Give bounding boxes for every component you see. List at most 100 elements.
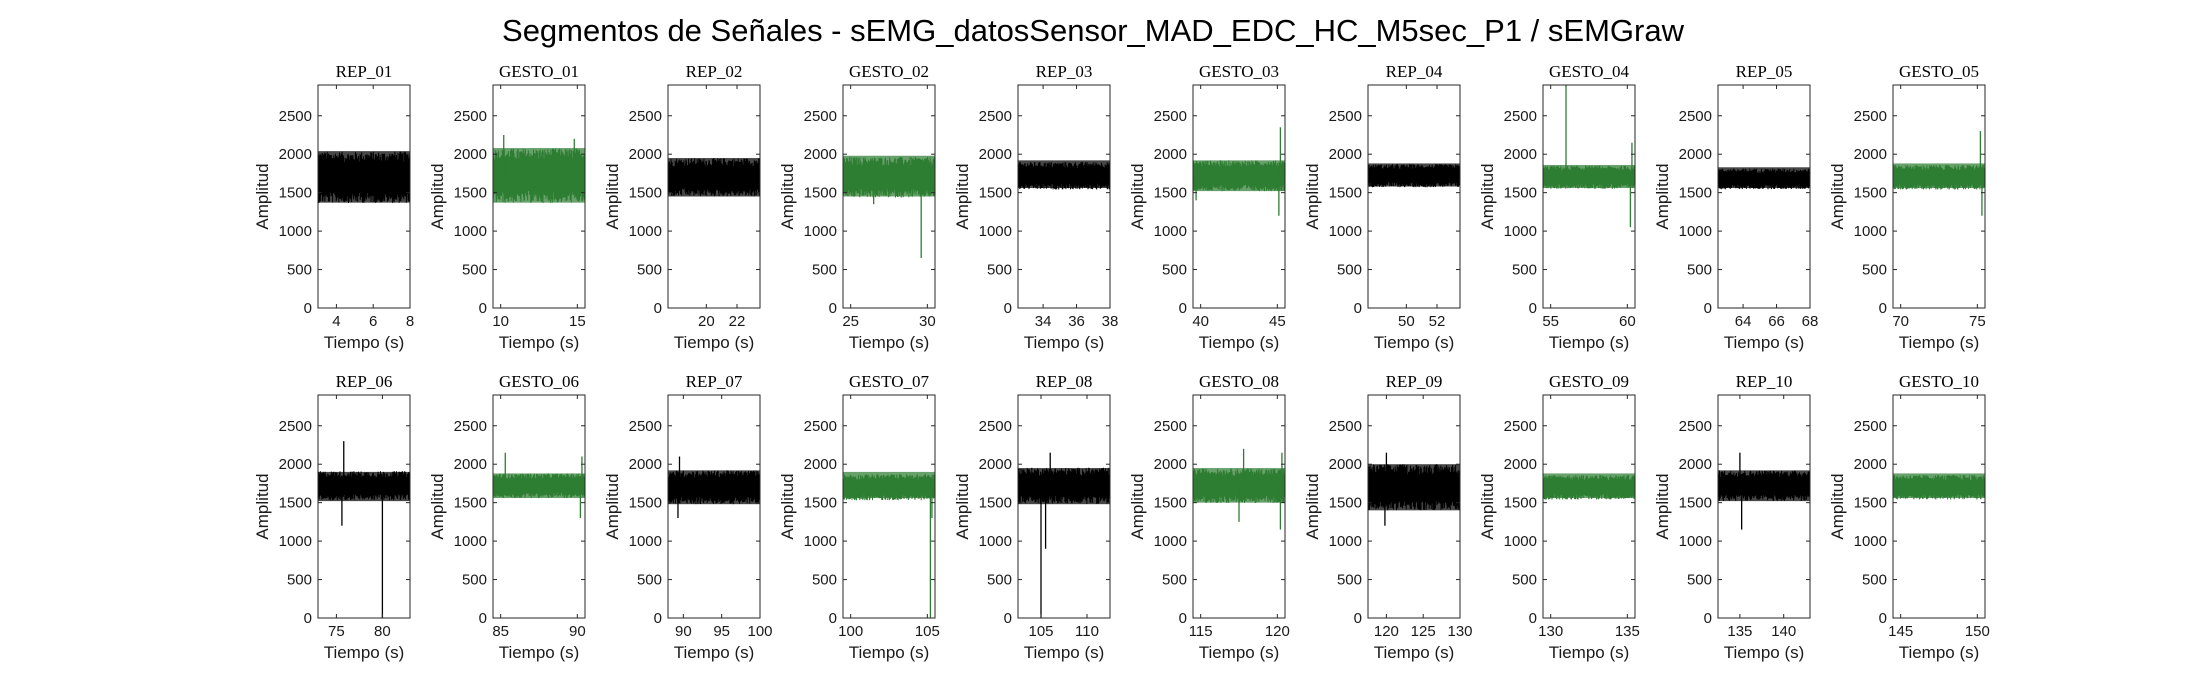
y-axis-label: Amplitud — [1828, 163, 1847, 229]
axes-box — [317, 394, 411, 619]
y-tick-label: 500 — [1862, 572, 1887, 589]
x-axis-label: Tiempo (s) — [674, 333, 755, 352]
y-tick-label: 2500 — [1854, 418, 1887, 435]
y-tick-label: 1000 — [1154, 533, 1187, 550]
axes-box — [1367, 394, 1461, 619]
y-tick-label: 500 — [1337, 572, 1362, 589]
y-tick-label: 0 — [654, 610, 662, 627]
x-tick-label: 110 — [1075, 623, 1099, 640]
x-tick-label: 66 — [1768, 313, 1785, 330]
y-tick-label: 0 — [654, 300, 662, 317]
y-tick-label: 1500 — [1329, 495, 1362, 512]
y-axis-label: Amplitud — [953, 163, 972, 229]
x-axis-label: Tiempo (s) — [1549, 643, 1630, 662]
y-tick-label: 1500 — [629, 185, 662, 202]
y-axis-label: Amplitud — [253, 163, 272, 229]
panel-title: GESTO_04 — [1549, 62, 1629, 81]
x-axis-label: Tiempo (s) — [1549, 333, 1630, 352]
y-axis-label: Amplitud — [428, 473, 447, 539]
y-tick-label: 2000 — [804, 456, 837, 473]
y-tick-label: 1000 — [1329, 533, 1362, 550]
axes-box — [1717, 84, 1811, 309]
x-tick-label: 130 — [1538, 623, 1563, 640]
axes-box — [1017, 84, 1111, 309]
signal-band — [318, 151, 410, 203]
y-tick-label: 2000 — [629, 146, 662, 163]
x-tick-label: 40 — [1192, 313, 1209, 330]
x-tick-label: 8 — [406, 313, 414, 330]
y-tick-label: 500 — [812, 262, 837, 279]
panel-rep-06: REP_06 0 500 1000 1500 2000 2500 75 80 Tiempo (s)… — [253, 372, 411, 662]
y-tick-label: 0 — [1704, 300, 1712, 317]
x-axis-label: Tiempo (s) — [1199, 643, 1280, 662]
signal-band — [843, 471, 935, 499]
y-axis-label: Amplitud — [1128, 163, 1147, 229]
x-tick-label: 75 — [1969, 313, 1986, 330]
y-tick-label: 1000 — [979, 533, 1012, 550]
x-tick-label: 68 — [1802, 313, 1819, 330]
y-tick-label: 1000 — [454, 223, 487, 240]
panel-title: REP_07 — [686, 372, 743, 391]
x-tick-label: 100 — [747, 623, 772, 640]
x-tick-label: 80 — [374, 623, 391, 640]
x-tick-label: 120 — [1265, 623, 1290, 640]
y-tick-label: 2500 — [1154, 108, 1187, 125]
y-tick-label: 1500 — [1329, 185, 1362, 202]
y-tick-label: 0 — [1529, 300, 1537, 317]
panel-title: GESTO_09 — [1549, 372, 1629, 391]
x-tick-label: 125 — [1411, 623, 1436, 640]
y-tick-label: 0 — [1004, 610, 1012, 627]
panel-rep-02: REP_02 0 500 1000 1500 2000 2500 20 22 Tiempo (s)… — [603, 62, 761, 352]
x-tick-label: 36 — [1068, 313, 1085, 330]
y-tick-label: 2000 — [629, 456, 662, 473]
x-tick-label: 20 — [698, 313, 715, 330]
y-tick-label: 500 — [1337, 262, 1362, 279]
y-tick-label: 2000 — [1154, 456, 1187, 473]
axes-box — [1192, 394, 1286, 619]
x-tick-label: 105 — [1028, 623, 1053, 640]
x-axis-label: Tiempo (s) — [324, 333, 405, 352]
y-tick-label: 1000 — [1679, 223, 1712, 240]
x-tick-label: 145 — [1888, 623, 1913, 640]
y-tick-label: 0 — [1879, 300, 1887, 317]
y-tick-label: 0 — [479, 610, 487, 627]
x-tick-label: 135 — [1727, 623, 1752, 640]
x-axis-label: Tiempo (s) — [674, 643, 755, 662]
axes-box — [842, 84, 936, 309]
panel-title: REP_10 — [1736, 372, 1793, 391]
y-tick-label: 2000 — [279, 456, 312, 473]
y-axis-label: Amplitud — [603, 163, 622, 229]
y-tick-label: 0 — [1354, 300, 1362, 317]
y-tick-label: 2000 — [1854, 456, 1887, 473]
x-tick-label: 95 — [713, 623, 730, 640]
y-tick-label: 2500 — [1504, 108, 1537, 125]
panel-rep-10: REP_10 0 500 1000 1500 2000 2500 135 140 Tiempo (… — [1653, 372, 1811, 662]
x-tick-label: 60 — [1619, 313, 1636, 330]
panel-rep-04: REP_04 0 500 1000 1500 2000 2500 50 52 Tiempo (s)… — [1303, 62, 1461, 352]
panel-rep-05: REP_05 0 500 1000 1500 2000 2500 64 66 68 Tiempo (… — [1653, 62, 1818, 352]
y-tick-label: 1000 — [454, 533, 487, 550]
y-tick-label: 2000 — [1504, 456, 1537, 473]
y-tick-label: 0 — [829, 610, 837, 627]
y-tick-label: 0 — [1529, 610, 1537, 627]
panel-title: REP_09 — [1386, 372, 1443, 391]
y-tick-label: 2000 — [454, 456, 487, 473]
x-tick-label: 150 — [1965, 623, 1990, 640]
panel-gesto-01: GESTO_01 0 500 1000 1500 2000 2500 10 15 Tiempo (… — [428, 62, 586, 352]
y-axis-label: Amplitud — [1653, 163, 1672, 229]
x-axis-label: Tiempo (s) — [1899, 333, 1980, 352]
axes-box — [317, 84, 411, 309]
y-tick-label: 2500 — [804, 418, 837, 435]
x-tick-label: 45 — [1269, 313, 1286, 330]
y-tick-label: 1000 — [1154, 223, 1187, 240]
x-axis-label: Tiempo (s) — [1899, 643, 1980, 662]
y-tick-label: 500 — [637, 262, 662, 279]
axes-box — [1367, 84, 1461, 309]
y-tick-label: 1500 — [804, 185, 837, 202]
y-tick-label: 2000 — [979, 146, 1012, 163]
x-tick-label: 52 — [1429, 313, 1446, 330]
y-tick-label: 2500 — [1329, 108, 1362, 125]
x-tick-label: 120 — [1374, 623, 1399, 640]
x-tick-label: 100 — [838, 623, 863, 640]
